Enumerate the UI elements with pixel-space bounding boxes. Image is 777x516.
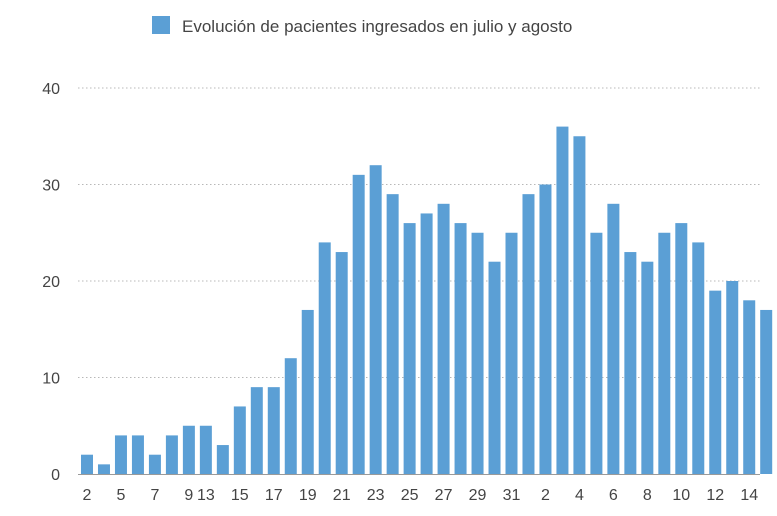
x-tick-label: 17 [265, 487, 283, 504]
x-tick-label: 9 [184, 487, 193, 504]
bar [284, 358, 297, 474]
legend-swatch [152, 16, 170, 34]
x-axis-ticks: 2 5 7 9 13 15 17 19 21 23 25 27 29 31 2 4 6 8 10 12 14 [83, 487, 759, 504]
y-tick-label: 20 [42, 274, 60, 291]
bar [454, 223, 467, 474]
bar [641, 261, 654, 474]
bar [352, 174, 365, 474]
bar [131, 435, 144, 474]
bar [505, 232, 518, 474]
bar [216, 445, 229, 474]
bar [437, 203, 450, 475]
bar [726, 281, 739, 474]
bar [250, 387, 263, 474]
x-tick-label: 2 [83, 487, 92, 504]
bar [471, 232, 484, 474]
x-tick-label: 7 [150, 487, 159, 504]
bar [573, 136, 586, 474]
bar [97, 464, 110, 474]
bar [692, 242, 705, 474]
bar [267, 387, 280, 474]
x-tick-label: 25 [401, 487, 419, 504]
bar [199, 425, 212, 474]
bar [488, 261, 501, 474]
bar [556, 126, 569, 474]
x-tick-label: 4 [575, 487, 584, 504]
x-tick-label: 23 [367, 487, 385, 504]
x-tick-label: 21 [333, 487, 351, 504]
x-tick-label: 13 [197, 487, 215, 504]
bar [165, 435, 178, 474]
legend-label: Evolución de pacientes ingresados en jul… [182, 17, 572, 36]
x-tick-label: 8 [643, 487, 652, 504]
x-tick-label: 14 [740, 487, 758, 504]
x-tick-label: 29 [469, 487, 487, 504]
bar [624, 252, 637, 474]
x-tick-label: 12 [706, 487, 724, 504]
bar [709, 290, 722, 474]
y-tick-label: 40 [42, 81, 60, 98]
y-tick-label: 0 [51, 467, 60, 484]
bar [760, 309, 773, 474]
bar [301, 309, 314, 474]
x-tick-label: 15 [231, 487, 249, 504]
y-axis-ticks: 0 10 20 30 40 [42, 81, 60, 484]
bar [403, 223, 416, 474]
bar [590, 232, 603, 474]
bar [539, 184, 552, 474]
bar [318, 242, 331, 474]
gridlines [78, 87, 760, 378]
bar [743, 300, 756, 474]
bar [522, 194, 535, 474]
bar [335, 252, 348, 474]
bar [233, 406, 246, 474]
y-tick-label: 30 [42, 178, 60, 195]
bar [675, 223, 688, 474]
bars [81, 126, 773, 475]
x-tick-label: 19 [299, 487, 317, 504]
legend: Evolución de pacientes ingresados en jul… [152, 16, 572, 36]
bar [81, 454, 93, 474]
bar [420, 213, 433, 474]
x-tick-label: 27 [435, 487, 453, 504]
x-tick-label: 5 [117, 487, 126, 504]
bar [369, 165, 382, 474]
bar [148, 454, 161, 474]
bar [182, 425, 195, 474]
bar [386, 194, 399, 474]
bar [658, 232, 671, 474]
bar [607, 203, 620, 475]
x-tick-label: 31 [503, 487, 521, 504]
x-tick-label: 2 [541, 487, 550, 504]
x-tick-label: 6 [609, 487, 618, 504]
y-tick-label: 10 [42, 371, 60, 388]
x-tick-label: 10 [672, 487, 690, 504]
bar [114, 435, 127, 474]
